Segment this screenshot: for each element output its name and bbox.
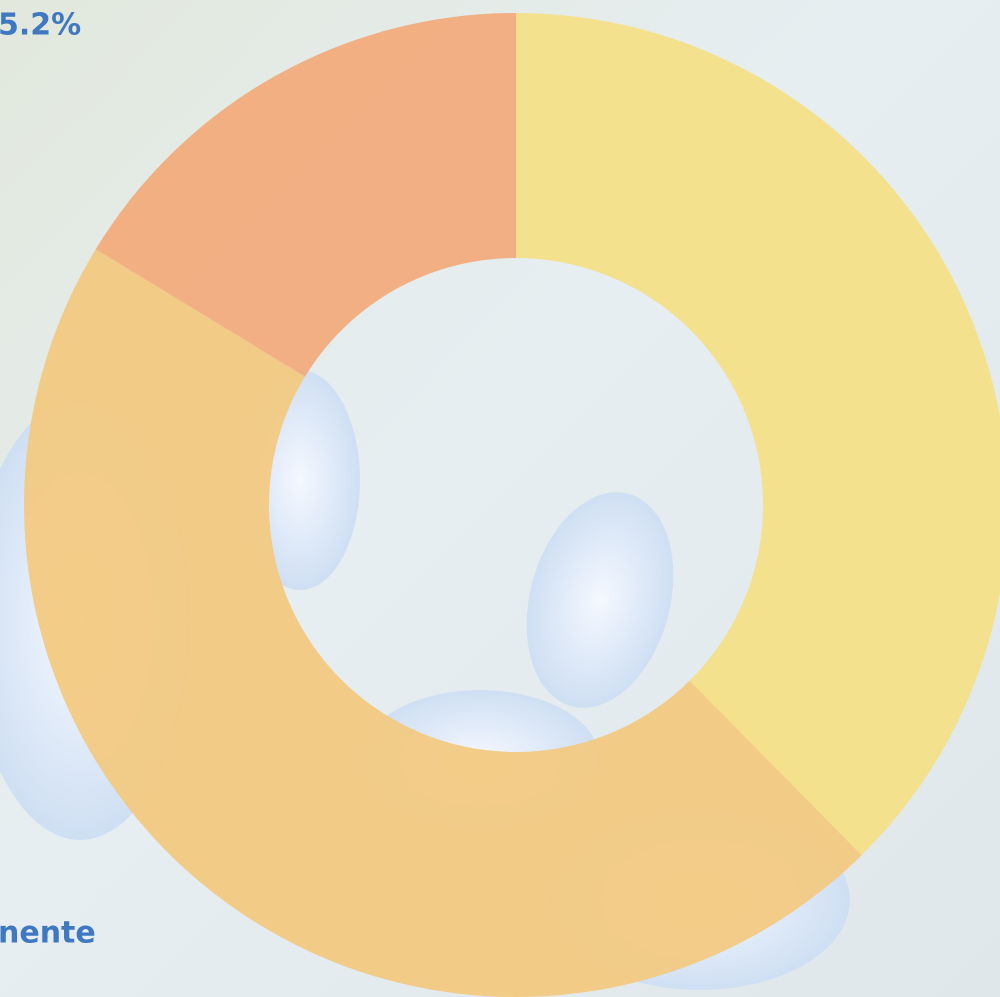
annotation: nente — [0, 916, 96, 951]
annotation: 5.2% — [0, 8, 81, 43]
donut-segment — [23, 249, 862, 997]
donut-segment — [516, 13, 1000, 856]
donut — [23, 13, 1000, 997]
donut-segment — [95, 13, 517, 377]
